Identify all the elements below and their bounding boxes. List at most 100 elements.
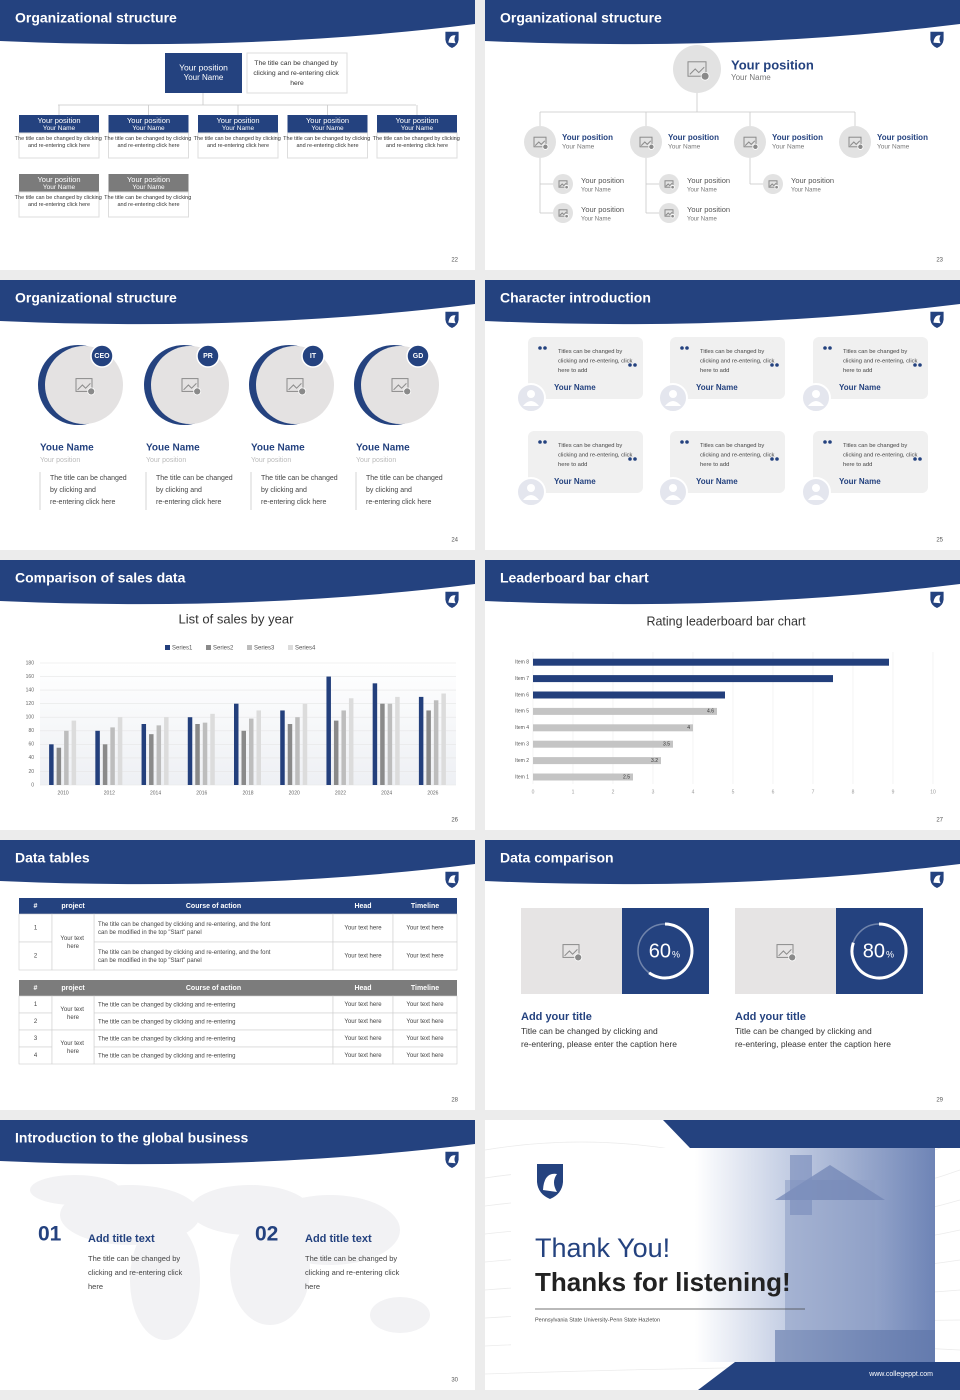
avatar-body: [808, 401, 824, 406]
bar: [533, 773, 633, 781]
y-tick-label: 60: [28, 742, 34, 748]
tower: [790, 1155, 812, 1215]
position: Your position: [216, 116, 259, 125]
slide-title: Introduction to the global business: [15, 1130, 249, 1146]
x-tick-label: 5: [732, 789, 735, 795]
quote-mark: [685, 440, 689, 444]
logo-lion: [448, 595, 456, 604]
image-icon: [776, 944, 794, 958]
image-icon: [665, 182, 673, 187]
y-tick-label: Item 7: [515, 676, 529, 682]
description: The title can be changed by clicking and…: [253, 60, 340, 87]
description: The title can be changed by clicking and…: [104, 136, 193, 149]
avatar-body: [808, 495, 824, 500]
x-tick-label: 3: [652, 789, 655, 795]
name: Your Name: [687, 217, 717, 223]
table-cell: [392, 941, 458, 971]
avatar: [763, 174, 783, 194]
description: The title can be changed by clicking and…: [373, 136, 462, 149]
quote-mark: [538, 346, 542, 350]
name: Your Name: [791, 188, 821, 194]
card: [528, 431, 643, 493]
quote-mark: [543, 440, 547, 444]
y-tick-label: Item 2: [515, 758, 529, 764]
value-label: 60: [649, 940, 671, 962]
x-tick-label: 7: [812, 789, 815, 795]
y-tick-label: Item 5: [515, 709, 529, 715]
name: Your Name: [581, 217, 611, 223]
avatar: [839, 126, 871, 158]
y-tick-label: Item 8: [515, 660, 529, 666]
box-header: [108, 115, 189, 133]
bar: [249, 718, 254, 785]
position: Your position: [37, 116, 80, 125]
table-header: [19, 980, 457, 996]
position: Your position: [877, 133, 928, 142]
value-label: 3.5: [663, 742, 670, 748]
cell: The title can be changed by clicking and…: [98, 1002, 235, 1008]
position: Your position: [127, 116, 170, 125]
table-cell: [392, 913, 458, 943]
y-tick-label: Item 4: [515, 725, 529, 731]
image-icon: [687, 61, 707, 77]
header-cell: #: [34, 985, 38, 992]
name: Your Name: [554, 383, 596, 392]
quote-mark: [680, 346, 684, 350]
bar: [141, 724, 147, 785]
name: Your Name: [43, 125, 76, 132]
description: The title can be changed by clicking and…: [15, 195, 104, 208]
bar: [56, 747, 62, 785]
image-icon: [640, 140, 652, 146]
description: The title can be changed by clicking and…: [156, 475, 235, 506]
slide-background: [0, 840, 475, 1110]
header-band: [0, 280, 475, 325]
description-box: [197, 132, 279, 159]
image-icon: [648, 143, 655, 150]
ring-arc: [850, 922, 908, 980]
image-icon: [564, 185, 569, 190]
bar: [287, 724, 293, 785]
bar: [333, 720, 339, 785]
logo-lion: [448, 35, 456, 44]
description-box: [18, 132, 100, 159]
slide: Introduction to the global business 30 01 A…: [0, 1120, 475, 1390]
bar: [533, 691, 725, 699]
avatar-head: [527, 484, 535, 492]
map-shape: [30, 1175, 120, 1205]
page-number: 22: [451, 258, 458, 264]
image-icon: [558, 209, 568, 217]
image-icon: [769, 182, 777, 187]
position: Your position: [772, 133, 823, 142]
legend-swatch: [165, 645, 170, 650]
card: [813, 337, 928, 399]
image-icon: [542, 143, 549, 150]
table-cell: [93, 941, 334, 971]
image-icon: [298, 387, 307, 396]
description: The title can be changed by clicking and…: [104, 195, 193, 208]
image-icon: [743, 136, 757, 148]
chart-title: List of sales by year: [179, 611, 295, 626]
quote-mark: [628, 457, 632, 461]
bar: [533, 757, 661, 765]
y-tick-label: Item 6: [515, 692, 529, 698]
image-icon: [768, 180, 778, 188]
badge: [90, 344, 114, 368]
box-header: [19, 174, 99, 192]
legend-swatch: [288, 645, 293, 650]
description: The title can be changed by clicking and…: [194, 136, 283, 149]
name: Your Name: [687, 188, 717, 194]
image-icon: [564, 949, 578, 957]
bar: [117, 717, 123, 785]
bar: [341, 710, 346, 785]
name: Your Name: [554, 477, 596, 486]
item-title: Add your title: [735, 1011, 806, 1023]
image-icon: [559, 211, 567, 216]
logo-lion: [933, 595, 941, 604]
name: Your Name: [222, 125, 255, 132]
description-box: [246, 52, 348, 94]
bar: [418, 696, 424, 785]
avatar: [673, 45, 721, 93]
image-icon: [75, 378, 93, 392]
